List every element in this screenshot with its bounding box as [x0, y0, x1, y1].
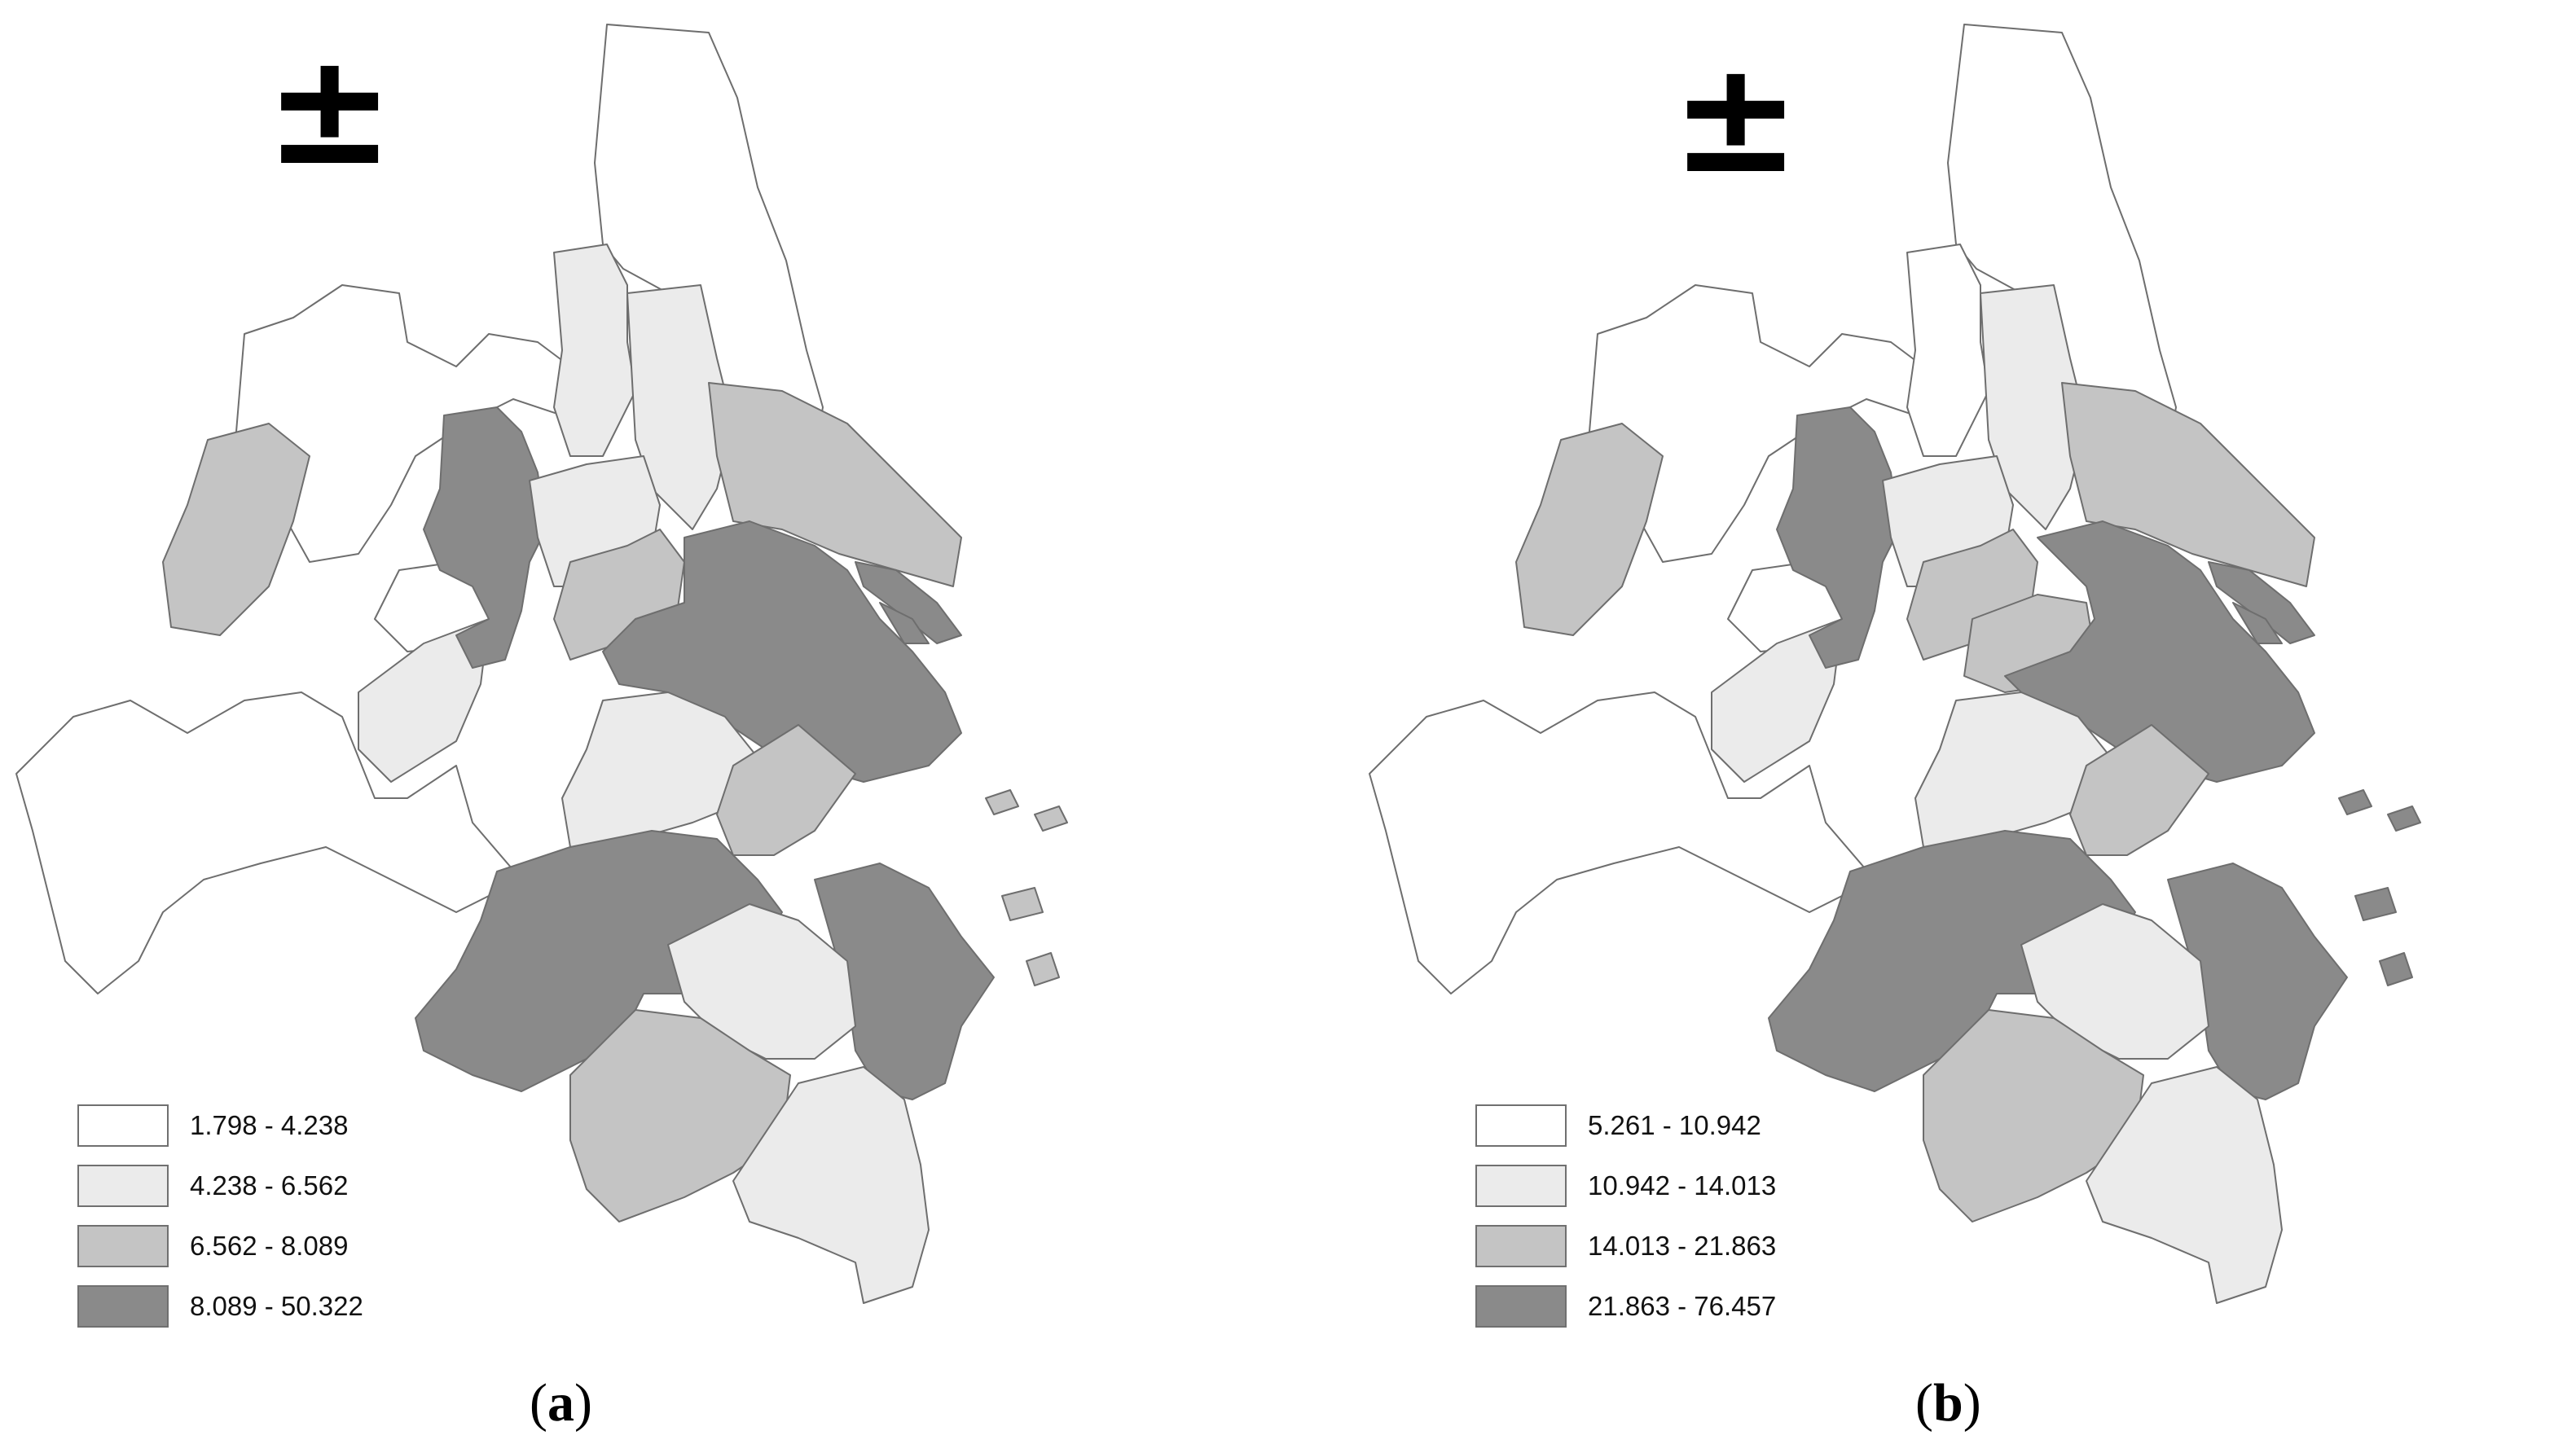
region-island-1: [2208, 561, 2315, 644]
caption-letter: a: [547, 1373, 574, 1433]
legend-swatch: [77, 1285, 169, 1328]
region-island-1: [855, 561, 962, 644]
legend-swatch: [1475, 1165, 1567, 1207]
map-panel-a: ± 1.798 - 4.238 4.238 - 6.562 6.562 - 8.…: [15, 20, 1068, 1434]
legend-label: 5.261 - 10.942: [1588, 1110, 1761, 1140]
legend-item: 8.089 - 50.322: [77, 1276, 363, 1337]
legend-swatch: [1475, 1104, 1567, 1147]
caption-letter: b: [1932, 1373, 1963, 1433]
caption-open-paren: (: [1915, 1373, 1933, 1433]
region-centre-grey-b: [716, 724, 856, 856]
legend-b: 5.261 - 10.942 10.942 - 14.013 14.013 - …: [1475, 1095, 1776, 1337]
region-dark-central: [2004, 520, 2315, 783]
legend-a: 1.798 - 4.238 4.238 - 6.562 6.562 - 8.08…: [77, 1095, 363, 1337]
region-far-west-patch: [1515, 423, 1664, 636]
legend-label: 6.562 - 8.089: [190, 1231, 349, 1261]
panel-caption-a: (a): [530, 1372, 592, 1434]
caption-close-paren: ): [574, 1373, 592, 1433]
region-north-east-grey: [2061, 382, 2315, 587]
north-arrow-icon: ±: [1671, 28, 1801, 208]
region-far-south-light: [732, 1066, 930, 1304]
choropleth-map-b: [1369, 24, 2421, 1304]
region-north-light-1: [553, 244, 636, 457]
legend-swatch: [77, 1104, 169, 1147]
region-dark-west: [1776, 406, 1900, 669]
region-north-east-grey: [708, 382, 962, 587]
north-arrow-icon: ±: [265, 20, 395, 200]
legend-item: 4.238 - 6.562: [77, 1156, 363, 1216]
region-islands-east: [985, 789, 1068, 986]
caption-close-paren: ): [1963, 1373, 1981, 1433]
region-far-south-light: [2086, 1066, 2283, 1304]
region-south-light: [1914, 691, 2112, 848]
legend-swatch: [1475, 1285, 1567, 1328]
legend-item: 6.562 - 8.089: [77, 1216, 363, 1276]
legend-label: 8.089 - 50.322: [190, 1291, 363, 1321]
caption-open-paren: (: [530, 1373, 547, 1433]
legend-label: 21.863 - 76.457: [1588, 1291, 1777, 1321]
legend-label: 1.798 - 4.238: [190, 1110, 349, 1140]
legend-item: 14.013 - 21.863: [1475, 1216, 1776, 1276]
legend-label: 4.238 - 6.562: [190, 1170, 349, 1201]
legend-swatch: [77, 1165, 169, 1207]
region-south-light: [561, 691, 758, 848]
region-far-west-patch: [162, 423, 310, 636]
map-panel-b: ± 5.261 - 10.942 10.942 - 14.013 14.013 …: [1288, 0, 2576, 1453]
region-central-light-a: [358, 618, 490, 783]
legend-swatch: [77, 1225, 169, 1267]
panel-caption-b: (b): [1915, 1372, 1981, 1434]
legend-item: 21.863 - 76.457: [1475, 1276, 1776, 1337]
legend-swatch: [1475, 1225, 1567, 1267]
region-north-light-1: [1906, 244, 1989, 457]
region-dark-central: [602, 520, 962, 783]
region-centre-grey-b: [2069, 724, 2209, 856]
legend-item: 1.798 - 4.238: [77, 1095, 363, 1156]
legend-item: 5.261 - 10.942: [1475, 1095, 1776, 1156]
region-dark-west: [423, 406, 547, 669]
legend-label: 10.942 - 14.013: [1588, 1170, 1777, 1201]
choropleth-map-a: [15, 24, 1068, 1304]
legend-label: 14.013 - 21.863: [1588, 1231, 1777, 1261]
region-central-light-a: [1711, 618, 1843, 783]
region-islands-east: [2338, 789, 2421, 986]
region-island-2: [879, 602, 930, 644]
region-island-2: [2232, 602, 2283, 644]
legend-item: 10.942 - 14.013: [1475, 1156, 1776, 1216]
